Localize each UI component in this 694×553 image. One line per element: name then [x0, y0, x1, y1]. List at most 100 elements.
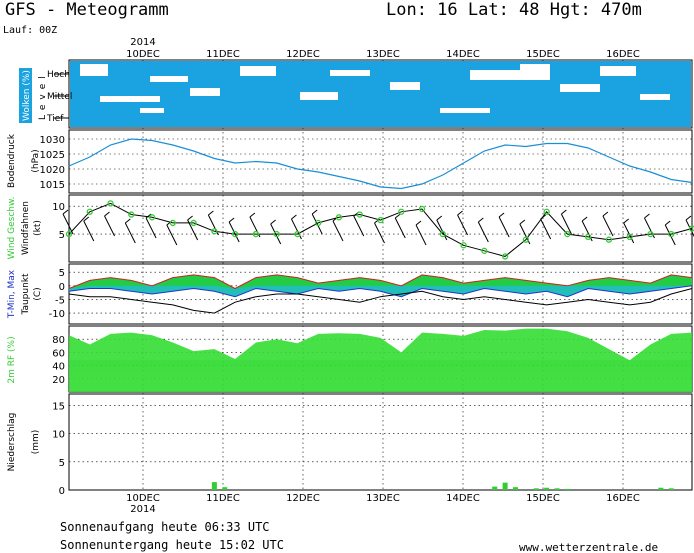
cloud-gap-12	[640, 94, 670, 100]
wind-barb-flag-25	[581, 216, 588, 222]
wind-point-9	[252, 230, 260, 238]
wind-point-11	[294, 230, 301, 238]
sunrise-text: Sonnenaufgang heute 06:33 UTC	[60, 520, 270, 534]
wind-barb-flag-30	[685, 215, 692, 221]
precip-bar-8	[564, 488, 570, 490]
cloud-gap-13	[140, 108, 164, 113]
wind-barb-14	[353, 215, 365, 237]
wind-barb-19	[457, 214, 469, 236]
panel-frame-0	[68, 59, 693, 129]
wind-barb-flag-6	[187, 215, 193, 221]
wind-point-14	[356, 211, 363, 218]
year-top: 2014	[130, 37, 155, 48]
temp-ylabel: T-Min, Max	[7, 269, 17, 319]
wind-barb-flag-0	[62, 209, 69, 215]
pressure-tick-1015: 1015	[40, 180, 65, 191]
wind-barb-17	[415, 224, 427, 246]
x-tick-top-13DEC: 13DEC	[366, 49, 400, 60]
x-tick-top-10DEC: 10DEC	[126, 49, 160, 60]
wind-point-7	[211, 228, 218, 235]
wind-point-22	[522, 236, 530, 243]
wind-barb-21	[498, 216, 510, 238]
x-tick-bottom-10DEC: 10DEC	[126, 493, 160, 504]
wind-barb-flag-26	[602, 211, 609, 217]
cloud-label-box	[19, 68, 32, 123]
temp-tick-0: 0	[59, 282, 65, 293]
website-text: www.wetterzentrale.de	[519, 541, 658, 553]
precip-bar-7	[554, 488, 560, 490]
precip-ylabel: Niederschlag	[7, 413, 17, 472]
wind-barb-1	[83, 220, 95, 242]
precip-bar-4	[512, 487, 518, 490]
cloud-row-Tief: Tief	[46, 114, 64, 124]
wind-point-19	[460, 242, 467, 249]
wind-tick-5: 5	[59, 230, 65, 241]
wind-barb-flag-18	[436, 215, 443, 221]
wind-barb-5	[166, 224, 178, 246]
x-tick-bottom-15DEC: 15DEC	[526, 493, 560, 504]
cloud-ylabel-box: Wolken (%)	[22, 70, 32, 121]
wind-point-13	[335, 214, 343, 221]
cloud-gap-14	[440, 108, 490, 113]
rh-tick-20: 20	[52, 375, 65, 386]
cloud-gap-2	[190, 88, 220, 96]
wind-point-4	[148, 214, 156, 221]
cloud-gap-0	[80, 64, 108, 76]
cloud-row-Hoch: Hoch	[47, 70, 70, 80]
wind-point-15	[377, 216, 384, 224]
wind-point-24	[564, 230, 571, 238]
precip-bar-2	[492, 486, 498, 490]
cloud-gap-11	[600, 66, 636, 76]
rh-tick-40: 40	[52, 362, 65, 373]
wind-barb-3	[124, 222, 136, 244]
x-tick-top-14DEC: 14DEC	[446, 49, 480, 60]
temp-unit: (C)	[33, 287, 43, 300]
wind-point-8	[231, 230, 239, 238]
chart-title: GFS - Meteogramm	[5, 0, 169, 20]
temp-tick--10: -10	[49, 309, 65, 320]
wind-barb-flag-2	[104, 211, 110, 217]
wind-barb-flag-1	[83, 216, 90, 222]
wind-barb-27	[623, 222, 635, 244]
dewpoint-line	[68, 288, 693, 314]
wind-point-1	[86, 208, 93, 215]
x-tick-bottom-12DEC: 12DEC	[286, 493, 320, 504]
precip-bar-9	[658, 487, 664, 490]
wind-point-28	[647, 230, 654, 238]
wind-point-16	[398, 208, 405, 215]
wind-barb-23	[540, 218, 552, 240]
precip-tick-5: 5	[59, 458, 65, 469]
wind-barb-flag-7	[208, 210, 214, 216]
wind-point-17	[418, 205, 426, 213]
wind-barb-flag-11	[291, 214, 297, 220]
wind-point-10	[273, 230, 280, 238]
precip-tick-0: 0	[59, 486, 65, 497]
cloud-gap-6	[100, 96, 160, 102]
wind-unit: (kt)	[33, 220, 43, 236]
wind-barb-24	[560, 213, 572, 235]
pressure-tick-1030: 1030	[40, 135, 65, 146]
wind-point-29	[668, 230, 675, 238]
wind-barb-flag-27	[623, 218, 630, 224]
sunset-text: Sonnenuntergang heute 15:02 UTC	[60, 538, 284, 552]
cloud-gap-3	[240, 66, 276, 76]
panel-frame-2	[68, 194, 693, 263]
wind-barb-flag-16	[394, 213, 401, 219]
precip-bar-10	[668, 488, 674, 490]
x-tick-bottom-13DEC: 13DEC	[366, 493, 400, 504]
precip-bar-0	[211, 482, 217, 490]
wind-point-6	[190, 219, 197, 227]
precip-bar-3	[502, 482, 508, 490]
wind-point-23	[543, 208, 550, 215]
wind-barb-0	[62, 213, 74, 235]
wind-barb-flag-8	[228, 217, 235, 223]
temp-max-line	[68, 274, 693, 290]
wind-barb-18	[436, 219, 448, 241]
wind-ylabel: Wind Geschw.	[7, 197, 17, 260]
temp-tick--5: -5	[55, 295, 65, 306]
location-info: Lon: 16 Lat: 48 Hgt: 470m	[386, 0, 642, 20]
pressure-line	[68, 138, 693, 190]
wind-point-25	[585, 233, 592, 241]
cloud-ylabel: Level	[38, 71, 48, 120]
